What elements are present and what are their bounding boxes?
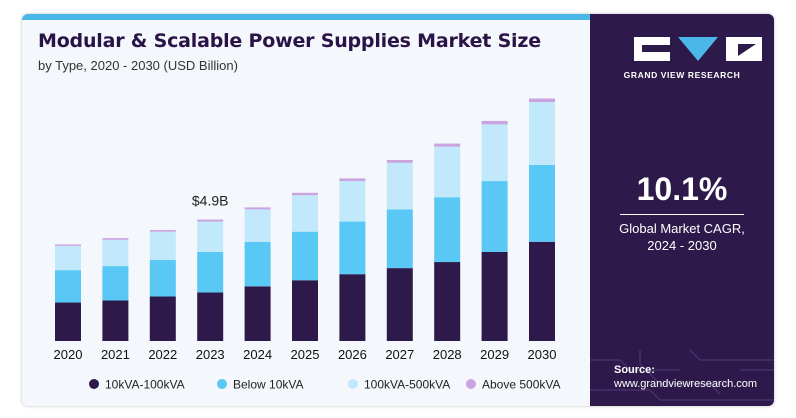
bar-segment-2023-s1 (197, 251, 224, 293)
bar-segment-2027-s1 (386, 209, 413, 269)
bar-segment-2022-s0 (149, 296, 176, 341)
x-tick-label-2022: 2022 (148, 347, 177, 362)
legend-label-2: 100kVA-500kVA (364, 378, 450, 392)
bar-segment-2025-s0 (292, 280, 318, 341)
bar-segment-2023-s2 (197, 221, 224, 252)
bar-segment-2021-s1 (102, 266, 129, 301)
legend-marker-3 (466, 379, 476, 389)
infographic-card: Modular & Scalable Power Supplies Market… (22, 14, 774, 406)
bar-segment-2021-s0 (102, 300, 129, 341)
cagr-label-line1: Global Market CAGR, (619, 221, 745, 236)
legend-label-1: Below 10kVA (233, 378, 303, 392)
stacked-bar-chart: 2020 2021 2022 2023 $4.9B 2024 2025 2026 2027 202… (54, 98, 561, 392)
x-tick-label-2030: 2030 (528, 347, 557, 362)
bar-segment-2029-s0 (481, 251, 508, 341)
grand-view-research-logo (634, 37, 762, 61)
legend-label-0: 10kVA-100kVA (105, 378, 185, 392)
x-tick-label-2021: 2021 (101, 347, 130, 362)
bar-segment-2020-s2 (55, 245, 81, 271)
bar-segment-2025-s1 (292, 231, 318, 281)
legend-marker-1 (217, 379, 227, 389)
data-label-2023: $4.9B (192, 193, 229, 209)
bar-segment-2022-s2 (149, 231, 176, 261)
bar-segment-2024-s0 (244, 286, 271, 341)
bar-segment-2026-s1 (339, 221, 366, 275)
bar-segment-2026-s3 (339, 178, 366, 182)
bar-segment-2025-s2 (292, 195, 318, 232)
bar-segment-2027-s2 (386, 162, 413, 210)
legend-label-3: Above 500kVA (482, 378, 561, 392)
bar-segment-2029-s1 (481, 181, 508, 252)
bar-segment-2029-s3 (481, 120, 508, 125)
bar-segment-2024-s3 (244, 207, 271, 210)
x-tick-label-2027: 2027 (385, 347, 414, 362)
bar-segment-2021-s2 (102, 239, 129, 267)
bar-segment-2024-s1 (244, 241, 271, 287)
cagr-label: Global Market CAGR, 2024 - 2030 (590, 220, 774, 254)
bar-segment-2030-s0 (529, 241, 555, 341)
bar-segment-2027-s3 (386, 160, 413, 163)
x-tick-label-2023: 2023 (196, 347, 225, 362)
accent-bar (22, 14, 590, 20)
bar-segment-2030-s1 (529, 164, 555, 242)
bar-segment-2023-s0 (197, 292, 224, 341)
bar-segment-2022-s3 (149, 230, 176, 232)
x-tick-label-2025: 2025 (291, 347, 320, 362)
source-url[interactable]: www.grandviewresearch.com (614, 378, 758, 390)
bar-segment-2020-s0 (55, 302, 81, 341)
x-tick-label-2024: 2024 (243, 347, 272, 362)
x-tick-label-2029: 2029 (480, 347, 509, 362)
bar-segment-2024-s2 (244, 209, 271, 242)
bar-segment-2023-s3 (197, 219, 224, 222)
cagr-label-line2: 2024 - 2030 (647, 238, 717, 253)
x-tick-label-2028: 2028 (433, 347, 462, 362)
bar-segment-2021-s3 (102, 238, 129, 240)
bar-segment-2027-s0 (386, 268, 413, 341)
source-label: Source: (614, 364, 655, 376)
bar-segment-2022-s1 (149, 260, 176, 297)
side-panel: GRAND VIEW RESEARCH 10.1% Global Market … (590, 14, 774, 406)
bar-segment-2020-s1 (55, 270, 81, 303)
chart-title: Modular & Scalable Power Supplies Market… (38, 30, 541, 52)
bar-segment-2020-s3 (55, 244, 81, 246)
legend-marker-2 (348, 379, 358, 389)
bar-segment-2026-s2 (339, 181, 366, 222)
bar-segment-2028-s2 (434, 146, 461, 198)
x-tick-label-2026: 2026 (338, 347, 367, 362)
chart-subtitle: by Type, 2020 - 2030 (USD Billion) (38, 58, 238, 73)
bar-segment-2026-s0 (339, 274, 366, 341)
brand-name: GRAND VIEW RESEARCH (623, 70, 741, 80)
bar-segment-2028-s3 (434, 143, 461, 147)
legend-marker-0 (89, 379, 99, 389)
cagr-divider (620, 214, 744, 215)
bar-segment-2028-s1 (434, 197, 461, 263)
circuit-pattern (590, 350, 774, 401)
source-block: Source: www.grandviewresearch.com (590, 350, 774, 406)
bar-segment-2029-s2 (481, 124, 508, 182)
bar-segment-2025-s3 (292, 192, 318, 196)
bar-segment-2030-s3 (529, 98, 555, 103)
cagr-value: 10.1% (636, 171, 728, 207)
x-tick-label-2020: 2020 (54, 347, 83, 362)
bar-segment-2030-s2 (529, 102, 555, 165)
bar-segment-2028-s0 (434, 262, 461, 341)
